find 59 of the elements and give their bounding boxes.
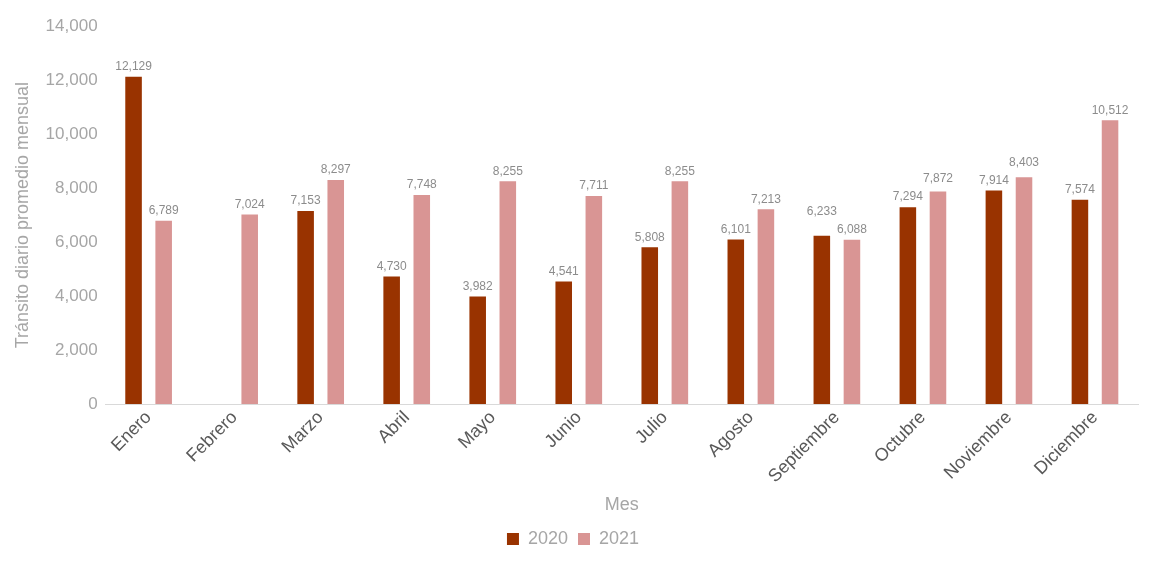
bar [727,239,745,405]
bar [899,207,917,405]
data-label: 7,574 [1064,181,1096,196]
bar [1071,199,1089,405]
y-tick-label: 8,000 [55,177,98,197]
y-tick-label: 2,000 [55,339,98,359]
data-label: 6,233 [806,204,838,219]
data-label: 7,711 [579,178,609,193]
bar [671,181,689,405]
bar [985,190,1003,405]
data-label: 7,748 [406,177,438,192]
legend-label: 2020 [527,527,568,548]
bar [641,247,659,405]
data-label: 7,914 [978,172,1010,187]
data-label: 8,255 [664,163,696,178]
y-tick-label: 0 [88,393,98,413]
data-label: 8,297 [320,162,352,177]
bar [297,210,314,405]
bar [155,220,172,405]
data-label: 8,403 [1008,154,1040,169]
data-label: 3,982 [462,278,494,293]
data-label: 7,213 [750,191,782,206]
y-tick-label: 12,000 [45,69,98,89]
data-label: 7,153 [290,193,321,208]
bar [1015,177,1033,405]
bar [555,281,573,405]
data-label: 12,129 [115,59,153,74]
bar [383,276,400,405]
y-tick-label: 4,000 [55,285,98,305]
data-label: 6,101 [720,221,752,236]
bar [757,209,775,405]
data-label: 4,730 [376,258,407,273]
bar [413,194,431,405]
bar [1101,120,1119,405]
data-label: 7,024 [234,196,266,211]
data-label: 6,088 [836,222,868,237]
y-tick-label: 10,000 [45,123,98,143]
bar [499,181,517,405]
x-tick-label: Julio [630,406,672,448]
y-axis-title: Tránsito diario promedio mensual [11,81,32,349]
data-label: 6,789 [148,203,180,218]
data-label: 8,255 [492,163,524,178]
y-tick-label: 6,000 [55,231,98,251]
x-axis-title: Mes [604,494,639,515]
bar [585,195,603,405]
bar [327,180,345,405]
y-tick-label: 14,000 [45,15,98,35]
data-label: 7,872 [922,171,954,186]
data-label: 7,294 [892,189,924,204]
bar [125,76,142,405]
bar [241,214,258,405]
bar [469,296,486,405]
legend-label: 2021 [599,527,640,548]
bar [929,191,947,405]
data-label: 5,808 [634,229,666,244]
bar [813,235,831,405]
data-label: 10,512 [1091,102,1129,117]
bar [843,239,861,405]
data-label: 4,541 [548,263,580,278]
